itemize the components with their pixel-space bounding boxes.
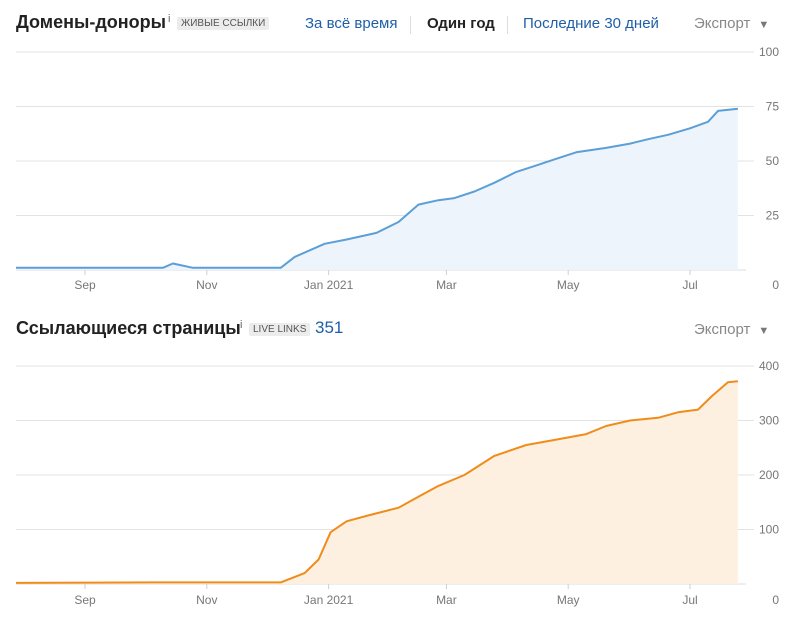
live-links-badge: live links (249, 323, 311, 336)
y-tick-label: 75 (766, 100, 780, 114)
x-tick-label: May (557, 593, 580, 607)
export-label: Экспорт (694, 321, 751, 338)
referring-domains-panel: Домены-доноры i живые ссылки За всё врем… (0, 0, 800, 300)
y-tick-label: 25 (766, 209, 780, 223)
x-tick-label: Sep (74, 593, 96, 607)
range-one-year[interactable]: Один год (427, 15, 495, 32)
series-line (15, 380, 738, 584)
series-area (16, 108, 738, 270)
x-tick-label: Jan 2021 (304, 593, 354, 607)
export-label: Экспорт (694, 15, 751, 32)
panel-header: Ссылающиеся страницы i live links 351 Эк… (16, 318, 784, 344)
x-tick-label: May (557, 278, 580, 292)
range-divider (507, 16, 508, 34)
y-tick-label: 200 (759, 468, 779, 482)
live-links-badge: живые ссылки (177, 17, 270, 30)
x-tick-label: Jan 2021 (304, 278, 354, 292)
panel-header: Домены-доноры i живые ссылки За всё врем… (16, 12, 784, 38)
referring-pages-count: 351 (315, 318, 344, 337)
range-divider (410, 16, 411, 34)
x-tick-label: Jul (682, 593, 697, 607)
chevron-down-icon: ▼ (758, 325, 770, 337)
x-tick-label: Sep (74, 278, 96, 292)
series-line (16, 107, 739, 269)
referring-pages-panel: Ссылающиеся страницы i live links 351 Эк… (0, 312, 800, 622)
range-all-time[interactable]: За всё время (305, 15, 398, 32)
export-button[interactable]: Экспорт ▼ (694, 321, 769, 338)
y-tick-label: 100 (759, 523, 779, 537)
x-tick-label: Nov (196, 278, 217, 292)
x-tick-label: Mar (436, 278, 457, 292)
chevron-down-icon: ▼ (758, 19, 770, 31)
series-area (16, 381, 738, 584)
x-tick-label: Jul (682, 278, 697, 292)
referring-pages-chart: 400 300 200 100 0 Sep Nov Jan 2021 Mar May Jul (15, 359, 779, 607)
y-tick-label: 0 (772, 278, 779, 292)
export-button[interactable]: Экспорт ▼ (694, 15, 769, 32)
y-tick-label: 300 (759, 414, 779, 428)
y-tick-label: 0 (772, 593, 779, 607)
info-icon[interactable]: i (240, 319, 243, 331)
referring-domains-chart: 100 75 50 25 0 Sep Nov Jan 2021 Mar May Jul (16, 45, 780, 292)
y-tick-label: 50 (766, 154, 780, 168)
panel-title: Домены-доноры (16, 12, 167, 32)
y-tick-label: 400 (759, 359, 779, 373)
panel-title: Ссылающиеся страницы (16, 318, 241, 338)
info-icon[interactable]: i (168, 13, 171, 25)
range-last-30-days[interactable]: Последние 30 дней (523, 15, 659, 32)
x-tick-label: Nov (196, 593, 217, 607)
x-tick-label: Mar (436, 593, 457, 607)
y-tick-label: 100 (759, 45, 779, 59)
